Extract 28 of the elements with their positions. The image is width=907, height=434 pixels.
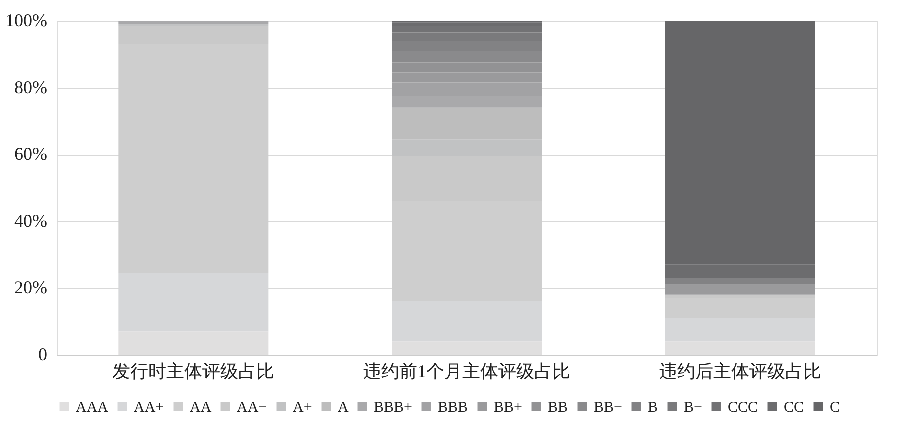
- legend-label: B: [648, 400, 658, 416]
- legend-label: AA: [190, 400, 212, 416]
- x-tick-label: 发行时主体评级占比: [112, 362, 275, 382]
- legend-label: A: [338, 400, 349, 416]
- legend-label: AAA: [76, 400, 109, 416]
- legend-label: BBB+: [374, 400, 412, 416]
- y-tick-label: 0: [38, 344, 48, 364]
- bar: [118, 21, 269, 24]
- y-tick-label: 60%: [14, 144, 48, 164]
- legend-label: CC: [784, 400, 804, 416]
- legend-label: BB: [548, 400, 568, 416]
- legend-label: CCC: [728, 400, 758, 416]
- legend-label: B−: [684, 400, 702, 416]
- bar: [665, 278, 816, 285]
- legend-label: AA+: [134, 400, 164, 416]
- legend-label: BBB: [438, 400, 468, 416]
- legend-label: BB−: [594, 400, 622, 416]
- y-tick-label: 100%: [6, 10, 48, 30]
- x-tick-label: 违约前1个月主体评级占比: [364, 362, 570, 382]
- x-tick-label: 违约后主体评级占比: [659, 362, 822, 382]
- legend-label: BB+: [494, 400, 522, 416]
- bar: [665, 284, 816, 295]
- y-tick-label: 80%: [14, 77, 48, 98]
- y-tick-label: 20%: [14, 278, 48, 298]
- y-tick-label: 40%: [14, 210, 48, 231]
- legend-label: C: [830, 400, 840, 416]
- legend-label: AA−: [237, 400, 268, 416]
- legend-label: A+: [293, 400, 312, 416]
